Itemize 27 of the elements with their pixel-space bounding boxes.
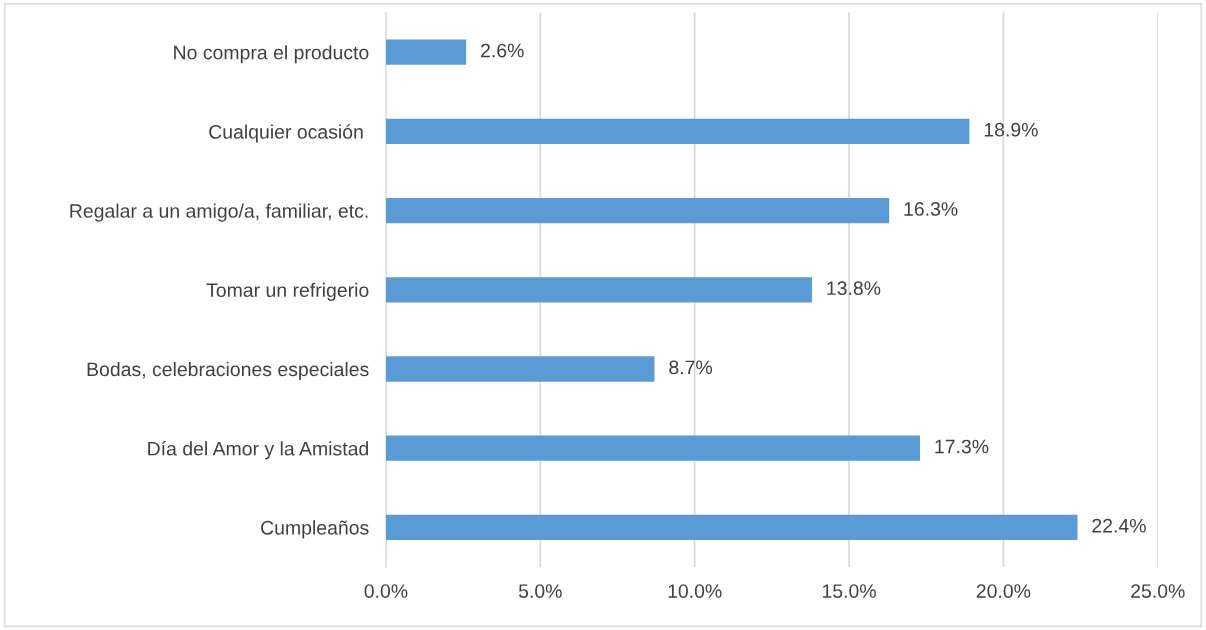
x-tick-label: 25.0%	[1131, 584, 1185, 598]
y-tick-label: Cumpleaños	[261, 520, 369, 539]
data-label: 16.3%	[904, 202, 958, 216]
x-tick-label: 15.0%	[822, 584, 876, 598]
x-tick-label: 10.0%	[668, 584, 722, 598]
data-label: 18.9%	[984, 122, 1038, 137]
bar	[385, 435, 921, 461]
data-label: 22.4%	[1092, 518, 1146, 533]
data-label: 8.7%	[669, 360, 713, 375]
bar	[385, 277, 812, 303]
data-label: 17.3%	[935, 439, 989, 454]
y-tick-label: Día del Amor y la Amistad	[148, 441, 369, 460]
y-tick-label: Bodas, celebraciones especiales	[87, 361, 369, 381]
bar	[385, 514, 1078, 541]
bar	[385, 356, 655, 382]
x-tick-label: 5.0%	[518, 584, 562, 598]
y-tick-label: Tomar un refrigerio	[206, 282, 369, 301]
y-tick-label: No compra el producto	[174, 45, 369, 64]
x-tick-label: 20.0%	[976, 584, 1031, 598]
x-tick-label: 0.0%	[364, 584, 408, 598]
bar	[385, 118, 970, 145]
y-tick-label: Cualquier ocasión	[209, 124, 363, 143]
bar	[385, 39, 467, 65]
data-label: 13.8%	[827, 281, 881, 296]
data-label: 2.6%	[481, 43, 524, 58]
bar	[385, 197, 890, 224]
y-tick-label: Regalar a un amigo/a, familiar, etc.	[70, 203, 368, 222]
